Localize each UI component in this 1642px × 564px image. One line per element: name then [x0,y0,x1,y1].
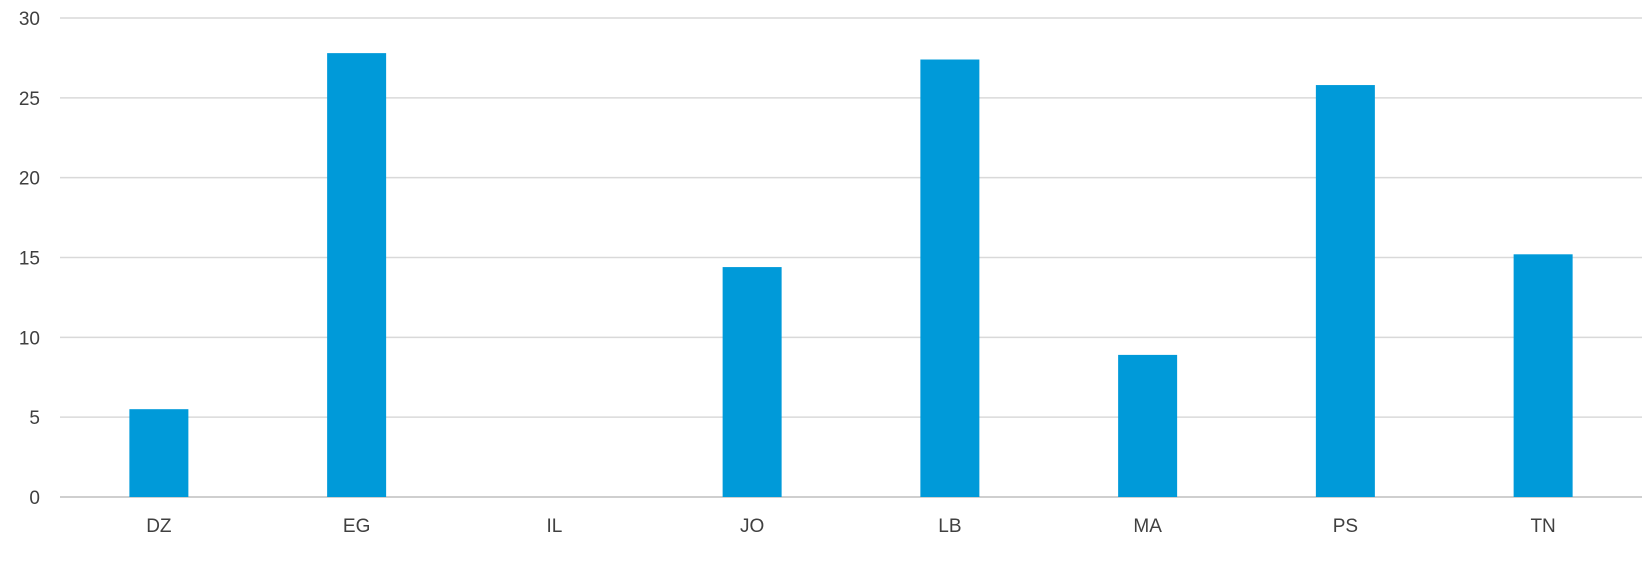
bar-ps [1315,85,1375,497]
x-tick-label-jo: JO [740,516,764,537]
x-tick-label-il: IL [546,516,562,537]
x-tick-label-ps: PS [1333,516,1358,537]
y-tick-label: 30 [19,9,40,30]
x-tick-label-eg: EG [343,516,370,537]
bar-tn [1513,254,1573,497]
bar-dz [129,409,189,497]
x-tick-label-ma: MA [1133,516,1162,537]
y-axis-tick-labels: 0 5 10 15 20 25 30 [19,9,40,509]
x-tick-label-tn: TN [1530,516,1555,537]
y-tick-label: 15 [19,249,40,270]
x-tick-label-dz: DZ [146,516,172,537]
y-tick-label: 0 [29,488,40,509]
y-tick-label: 25 [19,89,40,110]
gridlines [60,17,1642,498]
y-tick-label: 5 [29,408,40,429]
y-tick-label: 10 [19,328,40,349]
y-tick-label: 20 [19,169,40,190]
x-axis-tick-labels: DZ EG IL JO LB MA PS TN [146,516,1556,537]
bar-eg [327,53,387,497]
bars [129,53,1573,497]
bar-jo [722,267,782,497]
bar-ma [1118,354,1178,497]
x-tick-label-lb: LB [938,516,961,537]
bar-lb [920,59,980,497]
